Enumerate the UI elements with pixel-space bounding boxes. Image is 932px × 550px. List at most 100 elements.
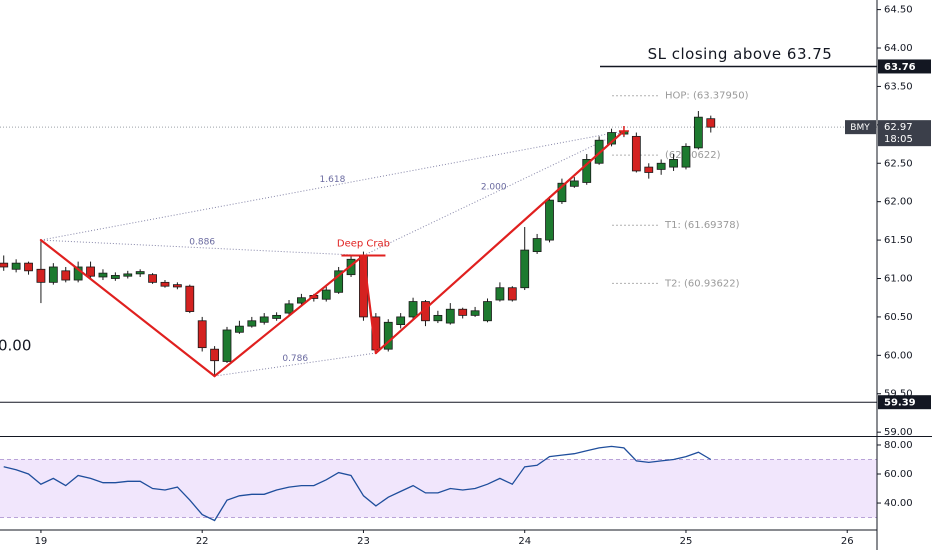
- pattern-leg: [362, 254, 377, 355]
- candle-body: [408, 301, 418, 318]
- candle-body: [172, 284, 182, 288]
- candle-body: [36, 268, 46, 283]
- candle-body: [433, 314, 443, 322]
- candle-body: [346, 258, 356, 276]
- y-tick-label: 64.00: [884, 43, 913, 54]
- candle-body: [383, 321, 393, 350]
- candle-body: [284, 303, 294, 314]
- candle-body: [185, 285, 195, 312]
- price-label: 62.97: [884, 122, 913, 133]
- candle-body: [520, 249, 530, 289]
- candle-body: [48, 266, 58, 283]
- ratio-label: 2.000: [481, 183, 507, 193]
- candle-body: [557, 182, 567, 203]
- candle-body: [656, 162, 666, 170]
- symbol-label: BMY: [850, 123, 870, 133]
- x-tick-label: 24: [518, 536, 531, 547]
- target-label: T1: (61.69378): [664, 220, 740, 231]
- ratio-label: 0.786: [282, 354, 308, 364]
- y-tick-label: 60.00: [884, 350, 913, 361]
- ratio-line: [214, 352, 376, 377]
- candle-body: [532, 238, 542, 253]
- candle-body: [681, 145, 691, 168]
- level-label: 63.76: [884, 62, 916, 73]
- rsi-band: [0, 459, 877, 518]
- candle-body: [272, 314, 282, 319]
- x-tick-label: 26: [841, 536, 854, 547]
- candle-body: [259, 316, 269, 323]
- candle-body: [321, 289, 331, 300]
- y-tick-label: 59.50: [884, 389, 913, 400]
- candle-body: [483, 301, 492, 322]
- rsi-line: [3, 445, 712, 522]
- candle-body: [458, 308, 468, 316]
- candle-body: [24, 262, 33, 272]
- y-tick-label: 62.50: [884, 158, 913, 169]
- ratio-label: 1.618: [320, 175, 346, 185]
- candle-body: [247, 320, 257, 327]
- y-tick-label: 64.50: [884, 5, 913, 16]
- rsi-y-tick-label: 60.00: [884, 469, 913, 480]
- candle-body: [0, 262, 9, 268]
- ratio-line: [40, 130, 625, 241]
- y-tick-label: 63.50: [884, 81, 913, 92]
- candle-body: [11, 262, 21, 270]
- countdown-label: 18:05: [884, 134, 913, 145]
- candle-body: [470, 310, 480, 316]
- pattern-name: Deep Crab: [337, 238, 390, 249]
- x-tick-label: 23: [357, 536, 370, 547]
- candle-body: [123, 273, 133, 277]
- candle-body: [507, 287, 517, 301]
- candle-body: [545, 199, 554, 241]
- target-label: T2: (60.93622): [664, 278, 740, 289]
- ratio-label: 0.886: [189, 237, 215, 247]
- candle-body: [706, 118, 716, 128]
- pattern-leg: [39, 238, 216, 378]
- candle-body: [222, 329, 232, 362]
- level-tag: [878, 59, 931, 74]
- x-tick-label: 25: [680, 536, 693, 547]
- candle-body: [297, 297, 306, 304]
- y-tick-label: 62.00: [884, 197, 913, 208]
- rsi-y-tick-label: 80.00: [884, 440, 913, 451]
- candle-body: [135, 271, 145, 275]
- candle-body: [160, 281, 170, 287]
- candle-body: [495, 287, 505, 301]
- level-tag: [878, 395, 931, 410]
- candle-body: [582, 159, 592, 183]
- y-tick-label: 59.00: [884, 427, 913, 438]
- cut-label: 0.00: [0, 337, 31, 355]
- x-tick-label: 22: [196, 536, 209, 547]
- pattern-leg: [213, 254, 365, 378]
- candle-body: [86, 266, 95, 277]
- candle-body: [693, 116, 703, 149]
- target-label: HOP: (63.37950): [665, 91, 749, 102]
- level-label: 59.39: [884, 398, 916, 409]
- y-tick-label: 60.50: [884, 312, 913, 323]
- candle-body: [569, 180, 579, 187]
- candle-body: [669, 159, 678, 168]
- price-tag: [878, 120, 931, 147]
- candle-body: [148, 274, 157, 283]
- pattern-leg: [374, 129, 626, 355]
- candle-body: [235, 325, 244, 333]
- symbol-tag: [845, 120, 876, 135]
- candle-body: [210, 348, 219, 362]
- rsi-y-tick-label: 40.00: [884, 498, 913, 509]
- ratio-line: [363, 130, 625, 256]
- candle-body: [98, 272, 108, 278]
- y-tick-label: 61.00: [884, 274, 913, 285]
- candle-body: [396, 316, 406, 325]
- candle-body: [631, 135, 641, 172]
- candle-body: [334, 270, 344, 293]
- x-tick-label: 19: [35, 536, 48, 547]
- y-tick-label: 61.50: [884, 235, 913, 246]
- target-label: (62.60622): [665, 150, 721, 161]
- sl-note: SL closing above 63.75: [648, 45, 833, 63]
- candle-body: [644, 166, 654, 173]
- candle-body: [445, 308, 455, 324]
- candle-body: [110, 275, 120, 279]
- candle-body: [61, 270, 71, 281]
